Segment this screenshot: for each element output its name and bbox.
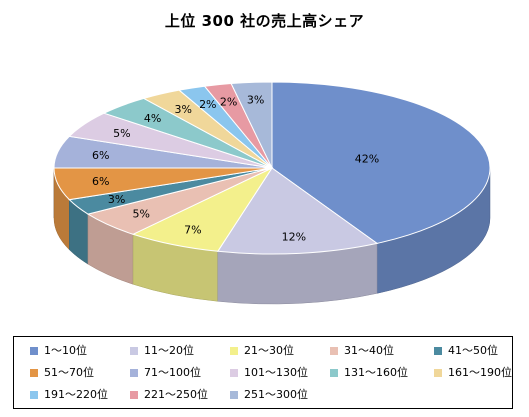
- data-label-3: 7%: [184, 223, 201, 236]
- legend-swatch: [130, 369, 138, 377]
- legend-label: 51～70位: [44, 366, 94, 379]
- data-label-5: 3%: [108, 193, 125, 206]
- legend-swatch: [30, 391, 38, 399]
- data-label-9: 4%: [144, 112, 161, 125]
- pie-sides: [53, 167, 491, 305]
- pie-slice-1: [271, 81, 491, 244]
- legend-label: 221～250位: [144, 388, 208, 401]
- pie-chart: 42% 12% 7% 5% 3% 6% 6% 5% 4% 3% 2% 2% 3%: [53, 81, 491, 305]
- legend-label: 11～20位: [144, 344, 194, 357]
- legend-swatch: [434, 369, 442, 377]
- legend-label: 251～300位: [244, 388, 308, 401]
- data-label-4: 5%: [132, 207, 149, 220]
- legend-swatch: [230, 347, 238, 355]
- pie-top: [53, 81, 491, 255]
- legend-swatch: [30, 347, 38, 355]
- data-label-10: 3%: [174, 103, 191, 116]
- legend-label: 101～130位: [244, 366, 308, 379]
- data-label-11: 2%: [199, 98, 216, 111]
- legend-label: 131～160位: [344, 366, 408, 379]
- legend-label: 71～100位: [144, 366, 201, 379]
- data-label-7: 6%: [92, 149, 109, 162]
- legend-label: 161～190位: [448, 366, 512, 379]
- legend-swatch: [230, 391, 238, 399]
- legend-label: 31～40位: [344, 344, 394, 357]
- legend-swatch: [30, 369, 38, 377]
- legend: 1～10位 11～20位 21～30位 31～40位 41～50位 51～70位 71～10…: [13, 336, 513, 409]
- legend-swatch: [130, 347, 138, 355]
- data-label-1: 42%: [355, 152, 379, 165]
- data-label-2: 12%: [282, 230, 306, 243]
- data-label-13: 3%: [247, 94, 264, 107]
- data-label-6: 6%: [92, 175, 109, 188]
- chart-title: 上位 300 社の売上高シェア: [164, 12, 365, 30]
- legend-swatch: [434, 347, 442, 355]
- pie-slice-13: [230, 81, 273, 169]
- data-labels: 42% 12% 7% 5% 3% 6% 6% 5% 4% 3% 2% 2% 3%: [92, 94, 379, 244]
- legend-label: 41～50位: [448, 344, 498, 357]
- pie-slice-2: [216, 167, 379, 255]
- legend-label: 191～220位: [44, 388, 108, 401]
- legend-swatch: [330, 369, 338, 377]
- data-label-8: 5%: [113, 127, 130, 140]
- data-label-12: 2%: [220, 95, 237, 108]
- legend-swatch: [230, 369, 238, 377]
- legend-label: 21～30位: [244, 344, 294, 357]
- legend-swatch: [130, 391, 138, 399]
- legend-swatch: [330, 347, 338, 355]
- legend-label: 1～10位: [44, 344, 87, 357]
